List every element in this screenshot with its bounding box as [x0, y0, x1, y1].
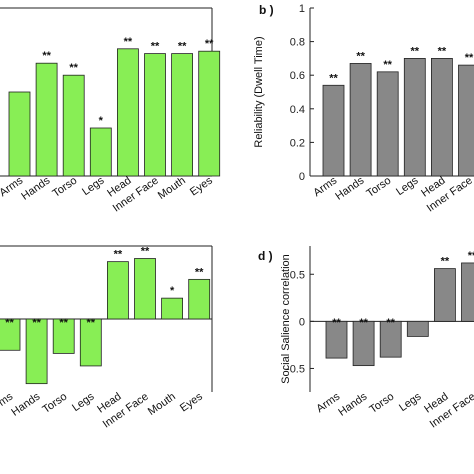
category-label: Hands — [19, 174, 52, 202]
y-axis-label: Social Salience correlation — [280, 254, 292, 384]
bar-eyes — [198, 50, 221, 177]
bar-legs — [89, 127, 112, 177]
significance-label: ** — [386, 317, 395, 329]
bar-torso — [376, 71, 399, 177]
bar-torso — [379, 320, 402, 358]
significance-label: ** — [329, 72, 338, 84]
bar-torso — [52, 318, 75, 354]
bar-legs — [406, 320, 429, 337]
significance-label: ** — [69, 62, 78, 74]
panel-label: b ) — [259, 3, 274, 17]
significance-label: ** — [438, 45, 447, 57]
significance-label: ** — [468, 250, 474, 262]
y-tick-label: 0 — [299, 171, 305, 183]
bar-legs — [403, 58, 426, 177]
bar-inner-face — [144, 53, 166, 177]
significance-label: ** — [151, 41, 160, 53]
bar-head — [430, 58, 453, 177]
category-label: Mouth — [146, 391, 178, 418]
significance-label: ** — [141, 246, 150, 258]
significance-label: ** — [205, 38, 214, 50]
y-tick-label: 1 — [299, 3, 305, 15]
y-tick-label: 0.5 — [290, 269, 305, 281]
category-label: Torso — [50, 175, 79, 200]
significance-label: ** — [195, 266, 204, 278]
category-label: Eyes — [178, 390, 205, 414]
bar-arms — [325, 320, 348, 359]
category-label: Mouth — [156, 175, 188, 202]
significance-label: ** — [124, 36, 133, 48]
significance-label: ** — [411, 45, 420, 57]
panel-label: d ) — [258, 249, 273, 263]
y-tick-label: 0.2 — [290, 137, 305, 149]
category-label: Hands — [9, 390, 42, 418]
category-label: Torso — [367, 391, 396, 416]
significance-label: ** — [359, 317, 368, 329]
significance-label: ** — [42, 50, 51, 62]
bar-mouth — [171, 53, 194, 177]
bar-head — [107, 261, 129, 320]
y-axis-label: Reliability (Dwell Time) — [253, 36, 265, 147]
chart-panel-a: Arms**Hands**Torso*Legs**Head**Inner Fac… — [0, 7, 221, 215]
significance-label: ** — [5, 317, 14, 329]
category-label: Eyes — [188, 174, 215, 198]
significance-label: * — [170, 285, 175, 297]
bar-head — [433, 268, 456, 322]
category-label: Torso — [364, 175, 393, 200]
bar-arms — [8, 91, 31, 177]
y-tick-label: 0.6 — [290, 70, 305, 82]
y-tick-label: 0 — [299, 316, 305, 328]
bar-mouth — [161, 297, 184, 320]
significance-label: ** — [114, 249, 123, 261]
category-label: Legs — [70, 390, 97, 414]
significance-label: ** — [59, 317, 68, 329]
significance-label: ** — [32, 317, 41, 329]
category-label: Legs — [394, 174, 421, 198]
category-label: Torso — [40, 391, 69, 416]
chart-panel-b: 0 0.2 0.4 0.6 0.8 1 Reliability (Dwell Time) b … — [253, 3, 474, 215]
y-tick-label: 0.8 — [290, 37, 305, 49]
category-label: Legs — [80, 174, 107, 198]
bar-hands — [352, 320, 375, 367]
bar-head — [117, 48, 139, 177]
bar-inner-face — [458, 64, 474, 177]
bar-legs — [79, 318, 102, 367]
category-label: Legs — [397, 390, 424, 414]
significance-label: ** — [87, 317, 96, 329]
bar-hands — [349, 63, 372, 177]
category-label: Hands — [333, 174, 366, 202]
significance-label: ** — [356, 50, 365, 62]
bar-inner-face — [461, 262, 474, 322]
bar-eyes — [188, 278, 211, 320]
significance-label: ** — [178, 41, 187, 53]
significance-label: ** — [383, 59, 392, 71]
bar-hands — [25, 318, 48, 385]
significance-label: * — [99, 115, 104, 127]
bar-arms — [0, 318, 21, 351]
significance-label: ** — [332, 317, 341, 329]
bar-arms — [322, 84, 345, 177]
bar-torso — [62, 74, 85, 177]
chart-panel-c: **Arms**Hands**Torso**Legs**Head**Inner … — [0, 245, 213, 431]
y-tick-label: -0.5 — [286, 363, 305, 375]
y-tick-label: 0.4 — [290, 104, 305, 116]
significance-label: ** — [441, 256, 450, 268]
bar-inner-face — [134, 258, 156, 320]
significance-label: ** — [465, 52, 474, 64]
bar-hands — [35, 62, 58, 177]
category-label: Hands — [336, 390, 369, 418]
